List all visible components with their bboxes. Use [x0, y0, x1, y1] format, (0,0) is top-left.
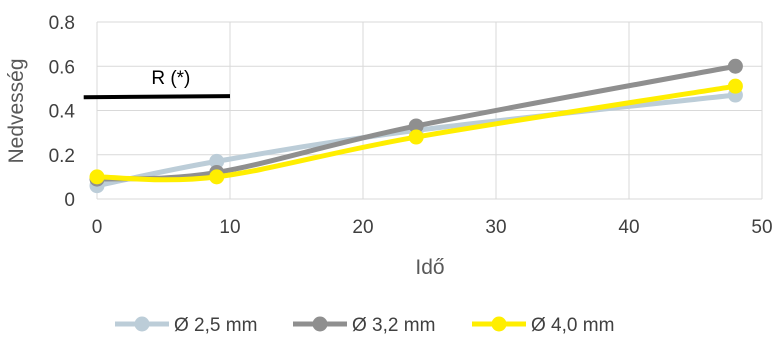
legend-swatch-marker	[312, 316, 328, 332]
data-point	[727, 58, 743, 74]
y-tick-label: 0.4	[49, 102, 76, 123]
legend-item: Ø 3,2 mm	[293, 315, 435, 336]
y-tick-labels: 0 0.2 0.4 0.6 0.8	[49, 13, 76, 211]
chart-grid	[97, 21, 763, 199]
legend-item: Ø 2,5 mm	[115, 315, 257, 336]
data-point	[209, 153, 225, 169]
data-point	[727, 78, 743, 94]
y-tick-label: 0.2	[49, 146, 75, 167]
data-point	[408, 129, 424, 145]
x-tick-label: 0	[92, 217, 103, 238]
y-axis-title: Nedvesség	[5, 58, 28, 163]
y-tick-label: 0.8	[49, 13, 75, 34]
reference-line-label: R (*)	[151, 68, 190, 89]
y-tick-label: 0	[64, 190, 75, 211]
data-point	[89, 169, 105, 185]
x-tick-label: 30	[485, 217, 506, 238]
chart-legend: Ø 2,5 mm Ø 3,2 mm Ø 4,0 mm	[115, 315, 614, 336]
legend-swatch-marker	[491, 316, 507, 332]
legend-item: Ø 4,0 mm	[472, 315, 614, 336]
reference-line	[83, 94, 231, 100]
x-tick-label: 10	[219, 217, 240, 238]
x-tick-label: 50	[751, 217, 772, 238]
y-tick-label: 0.6	[49, 57, 75, 78]
legend-label: Ø 4,0 mm	[531, 315, 614, 336]
x-tick-label: 40	[618, 217, 639, 238]
legend-label: Ø 2,5 mm	[174, 315, 257, 336]
data-point	[209, 169, 225, 185]
series-line	[94, 83, 738, 183]
reference-annotation: R (*)	[83, 68, 231, 100]
data-point	[408, 118, 424, 134]
x-tick-label: 20	[352, 217, 373, 238]
chart-series	[89, 58, 743, 194]
series-3	[89, 78, 743, 185]
x-axis-title: Idő	[415, 256, 444, 279]
legend-swatch-marker	[134, 316, 150, 332]
legend-label: Ø 3,2 mm	[352, 315, 435, 336]
x-tick-labels: 0 10 20 30 40 50	[92, 217, 773, 238]
